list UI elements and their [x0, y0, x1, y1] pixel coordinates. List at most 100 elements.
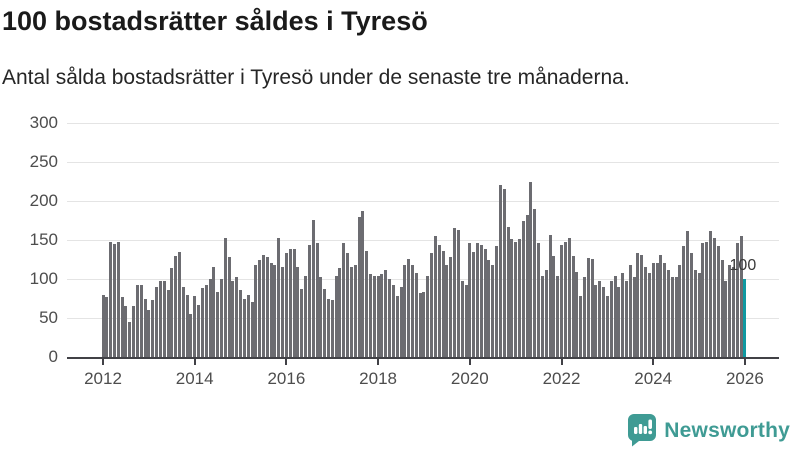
bar — [334, 275, 338, 357]
x-axis-label-2020: 2020 — [450, 369, 489, 388]
bar — [625, 281, 628, 357]
bar — [132, 306, 136, 357]
bar — [208, 279, 212, 357]
bar — [250, 302, 254, 357]
x-axis-label-2024: 2024 — [634, 369, 673, 388]
bar — [430, 252, 434, 357]
bar — [227, 257, 231, 357]
newsworthy-chart-bubble-icon — [628, 414, 657, 447]
bar — [640, 254, 644, 357]
x-axis-label-2014: 2014 — [175, 369, 214, 388]
bar — [720, 259, 724, 357]
bar — [563, 241, 567, 357]
bar — [369, 273, 372, 357]
bar — [277, 238, 281, 357]
bar — [296, 266, 300, 357]
bar — [342, 243, 346, 357]
bar — [189, 314, 193, 357]
bar — [674, 276, 678, 357]
x-axis-label-2012: 2012 — [84, 369, 122, 388]
bar — [326, 298, 330, 357]
x-tick-2018 — [377, 359, 380, 365]
highlight-bar — [743, 279, 747, 357]
bar — [686, 230, 690, 357]
bar — [311, 219, 315, 357]
bar — [185, 295, 189, 357]
bar — [158, 281, 162, 357]
bar — [269, 262, 273, 357]
x-axis-line — [67, 357, 779, 359]
x-tick-2014 — [193, 359, 196, 365]
bar — [124, 306, 128, 357]
bar — [223, 237, 227, 357]
x-tick-2016 — [285, 359, 288, 365]
bar — [155, 286, 158, 357]
x-tick-2012 — [102, 359, 104, 365]
bar — [372, 275, 376, 357]
y-axis-label-300: 300 — [29, 113, 58, 132]
bar — [403, 265, 407, 357]
brand-footer: Newsworthy — [628, 414, 790, 447]
bar — [242, 299, 246, 357]
bar — [407, 258, 411, 357]
bar — [571, 256, 575, 357]
bar — [262, 254, 265, 357]
bar — [701, 243, 705, 357]
bar — [128, 321, 132, 357]
bar — [602, 286, 605, 357]
page-subtitle: Antal sålda bostadsrätter i Tyresö under… — [2, 66, 630, 89]
bar — [586, 257, 590, 357]
bar — [544, 269, 548, 357]
bar — [204, 284, 208, 357]
bar — [479, 244, 483, 357]
bar — [437, 244, 441, 357]
bar — [105, 296, 109, 357]
bar — [582, 276, 586, 357]
x-tick-2022 — [560, 359, 563, 365]
bar — [556, 275, 560, 357]
bar — [506, 226, 510, 357]
bar — [678, 265, 682, 357]
bar — [388, 279, 392, 357]
y-axis-label-150: 150 — [29, 230, 58, 249]
bar — [307, 244, 311, 357]
bar — [655, 262, 659, 357]
bar — [498, 184, 502, 357]
bar — [219, 279, 223, 357]
gridline-150 — [67, 240, 779, 241]
bar — [101, 295, 105, 357]
bar — [109, 241, 113, 357]
bar — [548, 234, 552, 357]
x-axis-label-2018: 2018 — [359, 369, 397, 388]
y-axis-label-100: 100 — [29, 269, 58, 288]
bar — [147, 310, 151, 357]
bar — [575, 272, 579, 357]
bar — [135, 285, 139, 357]
bar — [281, 266, 285, 357]
bar — [552, 255, 556, 357]
bar — [529, 182, 533, 357]
y-axis-label-250: 250 — [29, 152, 58, 171]
bar — [353, 265, 357, 357]
bar — [315, 243, 319, 357]
bar — [537, 243, 541, 357]
bar — [116, 241, 120, 357]
x-tick-2020 — [468, 359, 471, 365]
bar — [239, 289, 243, 357]
bar — [533, 208, 537, 357]
y-axis-label-200: 200 — [29, 191, 58, 210]
bar — [177, 251, 181, 357]
bar — [468, 243, 472, 357]
bar — [449, 257, 453, 357]
bar — [621, 272, 625, 357]
bar — [510, 239, 514, 357]
bar — [288, 249, 292, 357]
bar — [254, 265, 258, 357]
gridline-250 — [67, 162, 779, 163]
bar — [502, 189, 506, 357]
gridline-300 — [67, 123, 779, 124]
bar — [670, 276, 674, 357]
x-axis-label-2026: 2026 — [725, 369, 764, 388]
x-tick-2026 — [743, 359, 746, 365]
bar — [521, 221, 525, 357]
